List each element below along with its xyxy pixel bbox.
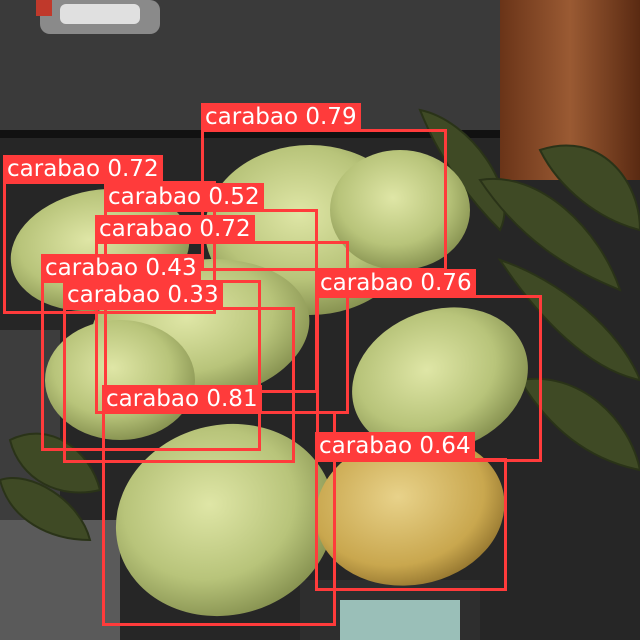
detection-label: carabao 0.76 (316, 269, 476, 297)
detection-label: carabao 0.79 (201, 103, 361, 131)
detection-label: carabao 0.33 (63, 281, 223, 309)
detection-label: carabao 0.72 (95, 215, 255, 243)
detection-label: carabao 0.52 (104, 183, 264, 211)
detection-label: carabao 0.43 (41, 254, 201, 282)
detection-label: carabao 0.64 (315, 432, 475, 460)
detection-label: carabao 0.81 (102, 385, 262, 413)
detection-label: carabao 0.72 (3, 155, 163, 183)
